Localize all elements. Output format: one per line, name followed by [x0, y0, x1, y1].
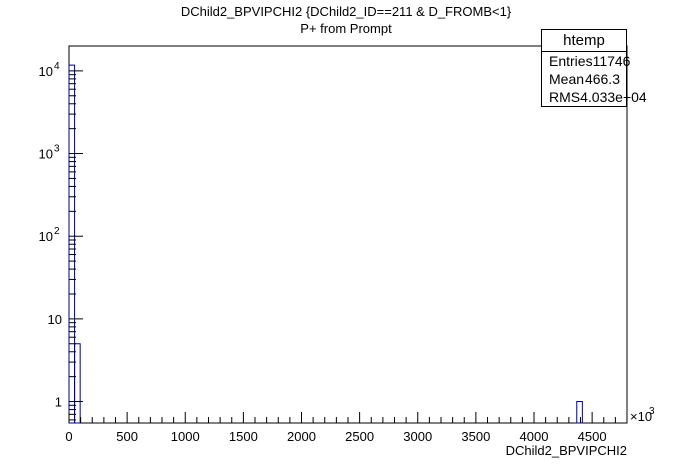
stats-row-mean: Mean 466.3: [542, 70, 626, 88]
y-tick-label: 10 2: [39, 226, 60, 244]
x-tick-label: 0: [65, 429, 72, 444]
chart-subtitle: P+ from Prompt: [300, 21, 392, 36]
stats-box: htemp Entries 11746 Mean 466.3 RMS 4.033…: [541, 29, 647, 107]
y-tick-base: 10: [39, 147, 53, 162]
y-tick-exponent: 2: [54, 226, 60, 237]
x-tick-label: 1500: [229, 429, 258, 444]
y-tick-label: 10 4: [39, 61, 60, 79]
histogram-bin-2: [576, 401, 583, 424]
y-tick-base: 10: [39, 229, 53, 244]
y-tick-base: 10: [39, 64, 53, 79]
x-axis-multiplier: ×10 3: [630, 406, 655, 424]
y-tick-label: 10: [48, 312, 62, 327]
stats-row-entries: Entries 11746: [542, 52, 630, 70]
chart-title: DChild2_BPVIPCHI2 {DChild2_ID==211 & D_F…: [181, 4, 512, 19]
y-tick-label: 1: [55, 395, 62, 410]
stats-label: Entries: [549, 53, 593, 69]
x-tick-label: 500: [116, 429, 138, 444]
x-multiplier-base: ×10: [630, 409, 652, 424]
x-axis-label: DChild2_BPVIPCHI2: [506, 443, 627, 458]
x-multiplier-exponent: 3: [649, 406, 655, 417]
histogram-bin-1: [74, 343, 81, 424]
x-tick-label: 3000: [403, 429, 432, 444]
x-tick-label: 2000: [287, 429, 316, 444]
y-tick-label: 10 3: [39, 144, 60, 162]
x-tick-label: 2500: [345, 429, 374, 444]
stats-title: htemp: [542, 30, 626, 52]
stats-label: RMS: [549, 89, 581, 105]
x-tick-label: 3500: [461, 429, 490, 444]
stats-row-rms: RMS 4.033e+04: [542, 88, 647, 106]
x-tick-label: 1000: [171, 429, 200, 444]
y-tick-exponent: 3: [54, 144, 60, 155]
x-tick-label: 4500: [578, 429, 607, 444]
stats-label: Mean: [549, 71, 585, 87]
stats-value: 466.3: [584, 71, 620, 87]
stats-value: 11746: [592, 53, 631, 69]
y-tick-exponent: 4: [54, 61, 60, 72]
stats-value: 4.033e+04: [580, 89, 647, 105]
x-tick-label: 4000: [520, 429, 549, 444]
